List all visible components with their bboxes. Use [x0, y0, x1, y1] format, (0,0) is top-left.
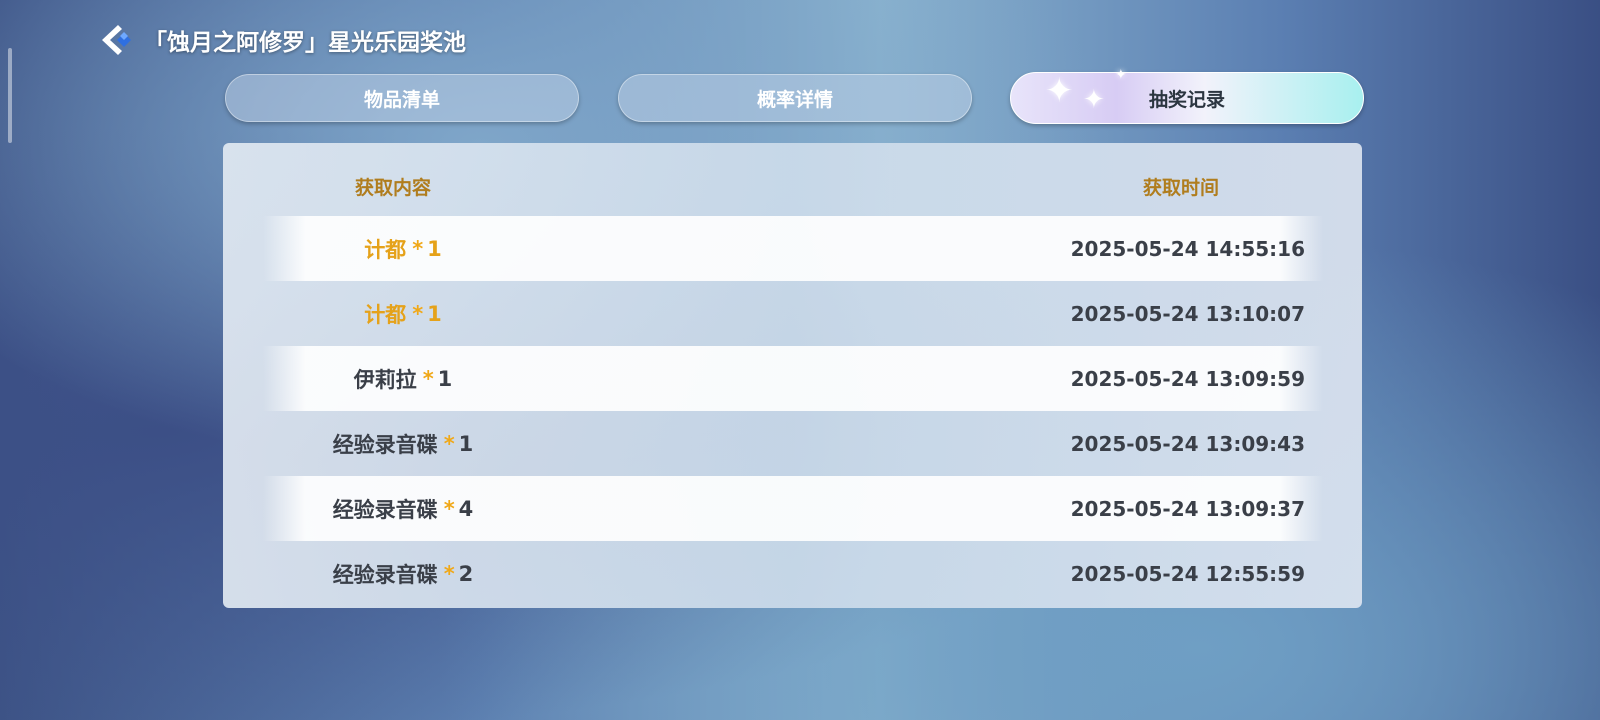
- acquired-time: 2025-05-24 13:09:43: [1070, 431, 1305, 456]
- tab-item-list[interactable]: 物品清单: [225, 74, 579, 122]
- item-label: 经验录音碟: [332, 497, 438, 522]
- item-label: 经验录音碟: [332, 432, 438, 457]
- acquired-time: 2025-05-24 14:55:16: [1070, 236, 1305, 261]
- tab-probability[interactable]: 概率详情: [618, 74, 972, 122]
- tab-label: 物品清单: [363, 88, 440, 111]
- item-name: 计都 * 1: [263, 216, 543, 281]
- item-label: 经验录音碟: [332, 562, 438, 587]
- page-title: 「蚀月之阿修罗」星光乐园奖池: [144, 30, 466, 56]
- table-row: 经验录音碟 * 4 2025-05-24 13:09:37: [263, 476, 1323, 541]
- history-panel: 获取内容 获取时间 计都 * 1 2025-05-24 14:55:16 计都 * 1 202…: [223, 143, 1362, 608]
- table-row: 伊莉拉 * 1 2025-05-24 13:09:59: [263, 346, 1323, 411]
- column-header-content: 获取内容: [355, 177, 432, 199]
- item-name: 经验录音碟 * 4: [263, 476, 543, 541]
- item-quantity: 1: [437, 366, 453, 391]
- item-name: 伊莉拉 * 1: [263, 346, 543, 411]
- multiply-star: *: [422, 366, 434, 391]
- multiply-star: *: [412, 236, 424, 261]
- tab-label: 抽奖记录: [1148, 88, 1225, 111]
- item-label: 计都: [364, 302, 407, 327]
- multiply-star: *: [412, 301, 424, 326]
- acquired-time: 2025-05-24 13:10:07: [1070, 301, 1305, 326]
- multiply-star: *: [443, 561, 455, 586]
- item-name: 经验录音碟 * 1: [263, 411, 543, 476]
- item-quantity: 1: [427, 301, 442, 326]
- item-label: 伊莉拉: [353, 367, 417, 392]
- tab-draw-history[interactable]: ✦ ✦ ✦ 抽奖记录: [1010, 67, 1364, 124]
- multiply-star: *: [443, 496, 455, 521]
- column-header-time: 获取时间: [1143, 177, 1220, 199]
- item-label: 计都: [364, 237, 407, 262]
- acquired-time: 2025-05-24 12:55:59: [1070, 561, 1305, 586]
- item-name: 计都 * 1: [263, 281, 543, 346]
- item-quantity: 4: [458, 496, 474, 521]
- back-chevron-icon[interactable]: [98, 22, 134, 58]
- table-row: 经验录音碟 * 2 2025-05-24 12:55:59: [263, 541, 1323, 606]
- acquired-time: 2025-05-24 13:09:37: [1070, 496, 1305, 521]
- item-name: 经验录音碟 * 2: [263, 541, 543, 606]
- item-quantity: 1: [458, 431, 474, 456]
- tab-label: 概率详情: [756, 88, 833, 111]
- table-row: 计都 * 1 2025-05-24 13:10:07: [263, 281, 1323, 346]
- item-quantity: 1: [427, 236, 442, 261]
- acquired-time: 2025-05-24 13:09:59: [1070, 366, 1305, 391]
- multiply-star: *: [443, 431, 455, 456]
- scrollbar[interactable]: [8, 48, 12, 143]
- table-row: 计都 * 1 2025-05-24 14:55:16: [263, 216, 1323, 281]
- item-quantity: 2: [458, 561, 474, 586]
- sparkle-icon: ✦: [1115, 67, 1127, 83]
- sparkle-icon: ✦: [1045, 71, 1074, 111]
- sparkle-icon: ✦: [1083, 85, 1105, 115]
- header: 「蚀月之阿修罗」星光乐园奖池: [98, 22, 466, 58]
- table-row: 经验录音碟 * 1 2025-05-24 13:09:43: [263, 411, 1323, 476]
